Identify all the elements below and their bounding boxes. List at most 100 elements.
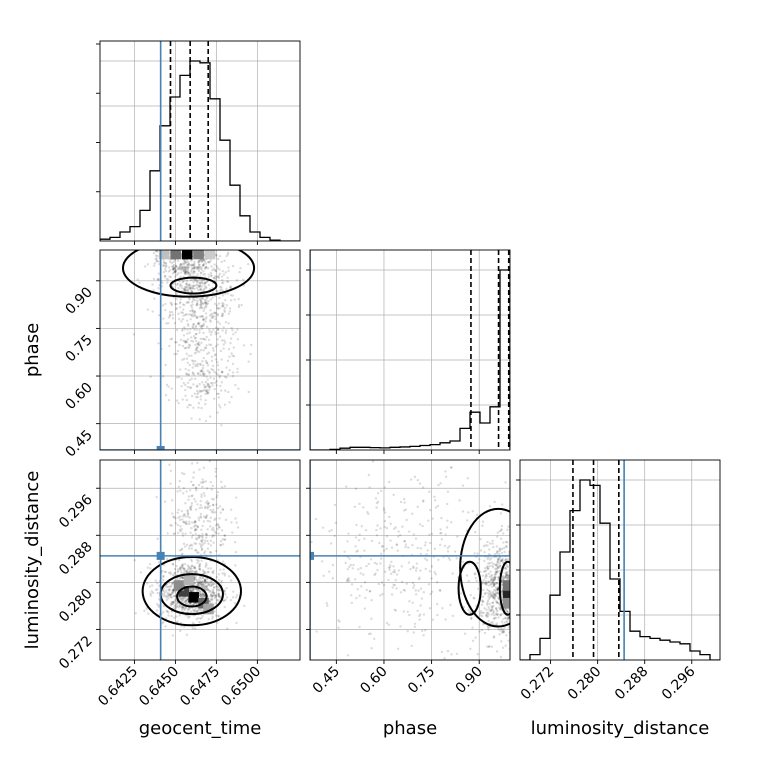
sample-point [202,364,205,367]
sample-point [223,403,227,406]
sample-point [166,231,168,233]
sample-point [187,242,189,244]
sample-point [174,269,178,273]
sample-point [168,275,171,278]
sample-point [490,573,494,577]
sample-point [514,644,516,646]
sample-point [186,267,189,270]
sample-point [183,328,187,331]
sample-point [186,229,188,231]
sample-point [243,604,246,608]
sample-point [183,226,185,228]
sample-point [193,278,197,281]
sample-point [179,263,182,266]
sample-point [170,593,173,596]
density-contour [176,585,208,608]
sample-point [195,235,197,237]
sample-point [408,613,411,617]
sample-point [179,197,181,199]
sample-point [224,593,227,596]
sample-point [381,545,384,548]
sample-point [536,542,538,544]
sample-point [535,558,537,560]
sample-point [417,589,420,592]
sample-point [409,478,413,481]
sample-point [196,349,199,352]
sample-point [517,593,519,595]
sample-point [527,603,529,605]
sample-point [174,599,178,602]
sample-point [168,260,172,263]
sample-point [152,264,156,267]
sample-point [364,596,367,600]
sample-point [190,336,193,339]
sample-point [483,550,486,554]
sample-point [210,359,214,363]
sample-point [491,592,494,595]
sample-point [198,568,202,571]
sample-point [185,213,187,215]
sample-point [186,246,188,248]
sample-point [163,500,167,503]
sample-point [171,590,174,593]
sample-point [210,581,213,584]
sample-point [192,454,194,456]
sample-point [182,279,185,283]
sample-point [197,269,200,273]
sample-point [212,586,216,589]
sample-point [199,303,202,307]
sample-point [390,593,394,596]
sample-point [179,597,183,601]
sample-point [200,547,204,551]
sample-point [421,500,425,503]
sample-point [512,602,514,604]
sample-point [207,502,210,505]
sample-point [516,609,518,611]
sample-point [200,214,202,216]
sample-point [200,506,203,509]
sample-point [389,564,392,567]
sample-point [520,586,522,588]
sample-point [492,579,496,582]
sample-point [512,557,514,559]
sample-point [393,608,396,611]
sample-point [169,593,172,596]
sample-point [220,486,224,489]
sample-point [182,308,185,311]
sample-point [190,504,193,507]
sample-point [177,266,181,269]
sample-point [207,388,211,392]
sample-point [200,237,202,239]
sample-point [204,565,207,568]
sample-point [161,589,165,593]
sample-point [181,234,183,236]
sample-point [199,370,202,373]
sample-point [188,602,192,605]
sample-point [484,614,488,617]
sample-point [180,570,183,573]
sample-point [517,608,519,610]
sample-point [211,347,215,350]
sample-point [333,534,336,538]
sample-point [495,552,498,555]
sample-point [485,613,488,617]
sample-point [505,578,508,581]
sample-point [225,587,228,590]
sample-point [204,266,208,269]
sample-point [185,258,189,262]
sample-point [181,532,184,535]
sample-point [493,596,496,600]
sample-point [206,528,209,531]
sample-point [184,606,187,609]
sample-point [208,582,211,585]
sample-point [184,521,187,524]
sample-point [525,591,527,593]
sample-point [434,506,438,509]
sample-point [494,586,498,589]
sample-point [223,605,226,609]
sample-point [230,395,233,399]
sample-point [499,559,502,563]
sample-point [221,304,224,307]
sample-point [470,616,473,620]
sample-point [199,281,202,285]
